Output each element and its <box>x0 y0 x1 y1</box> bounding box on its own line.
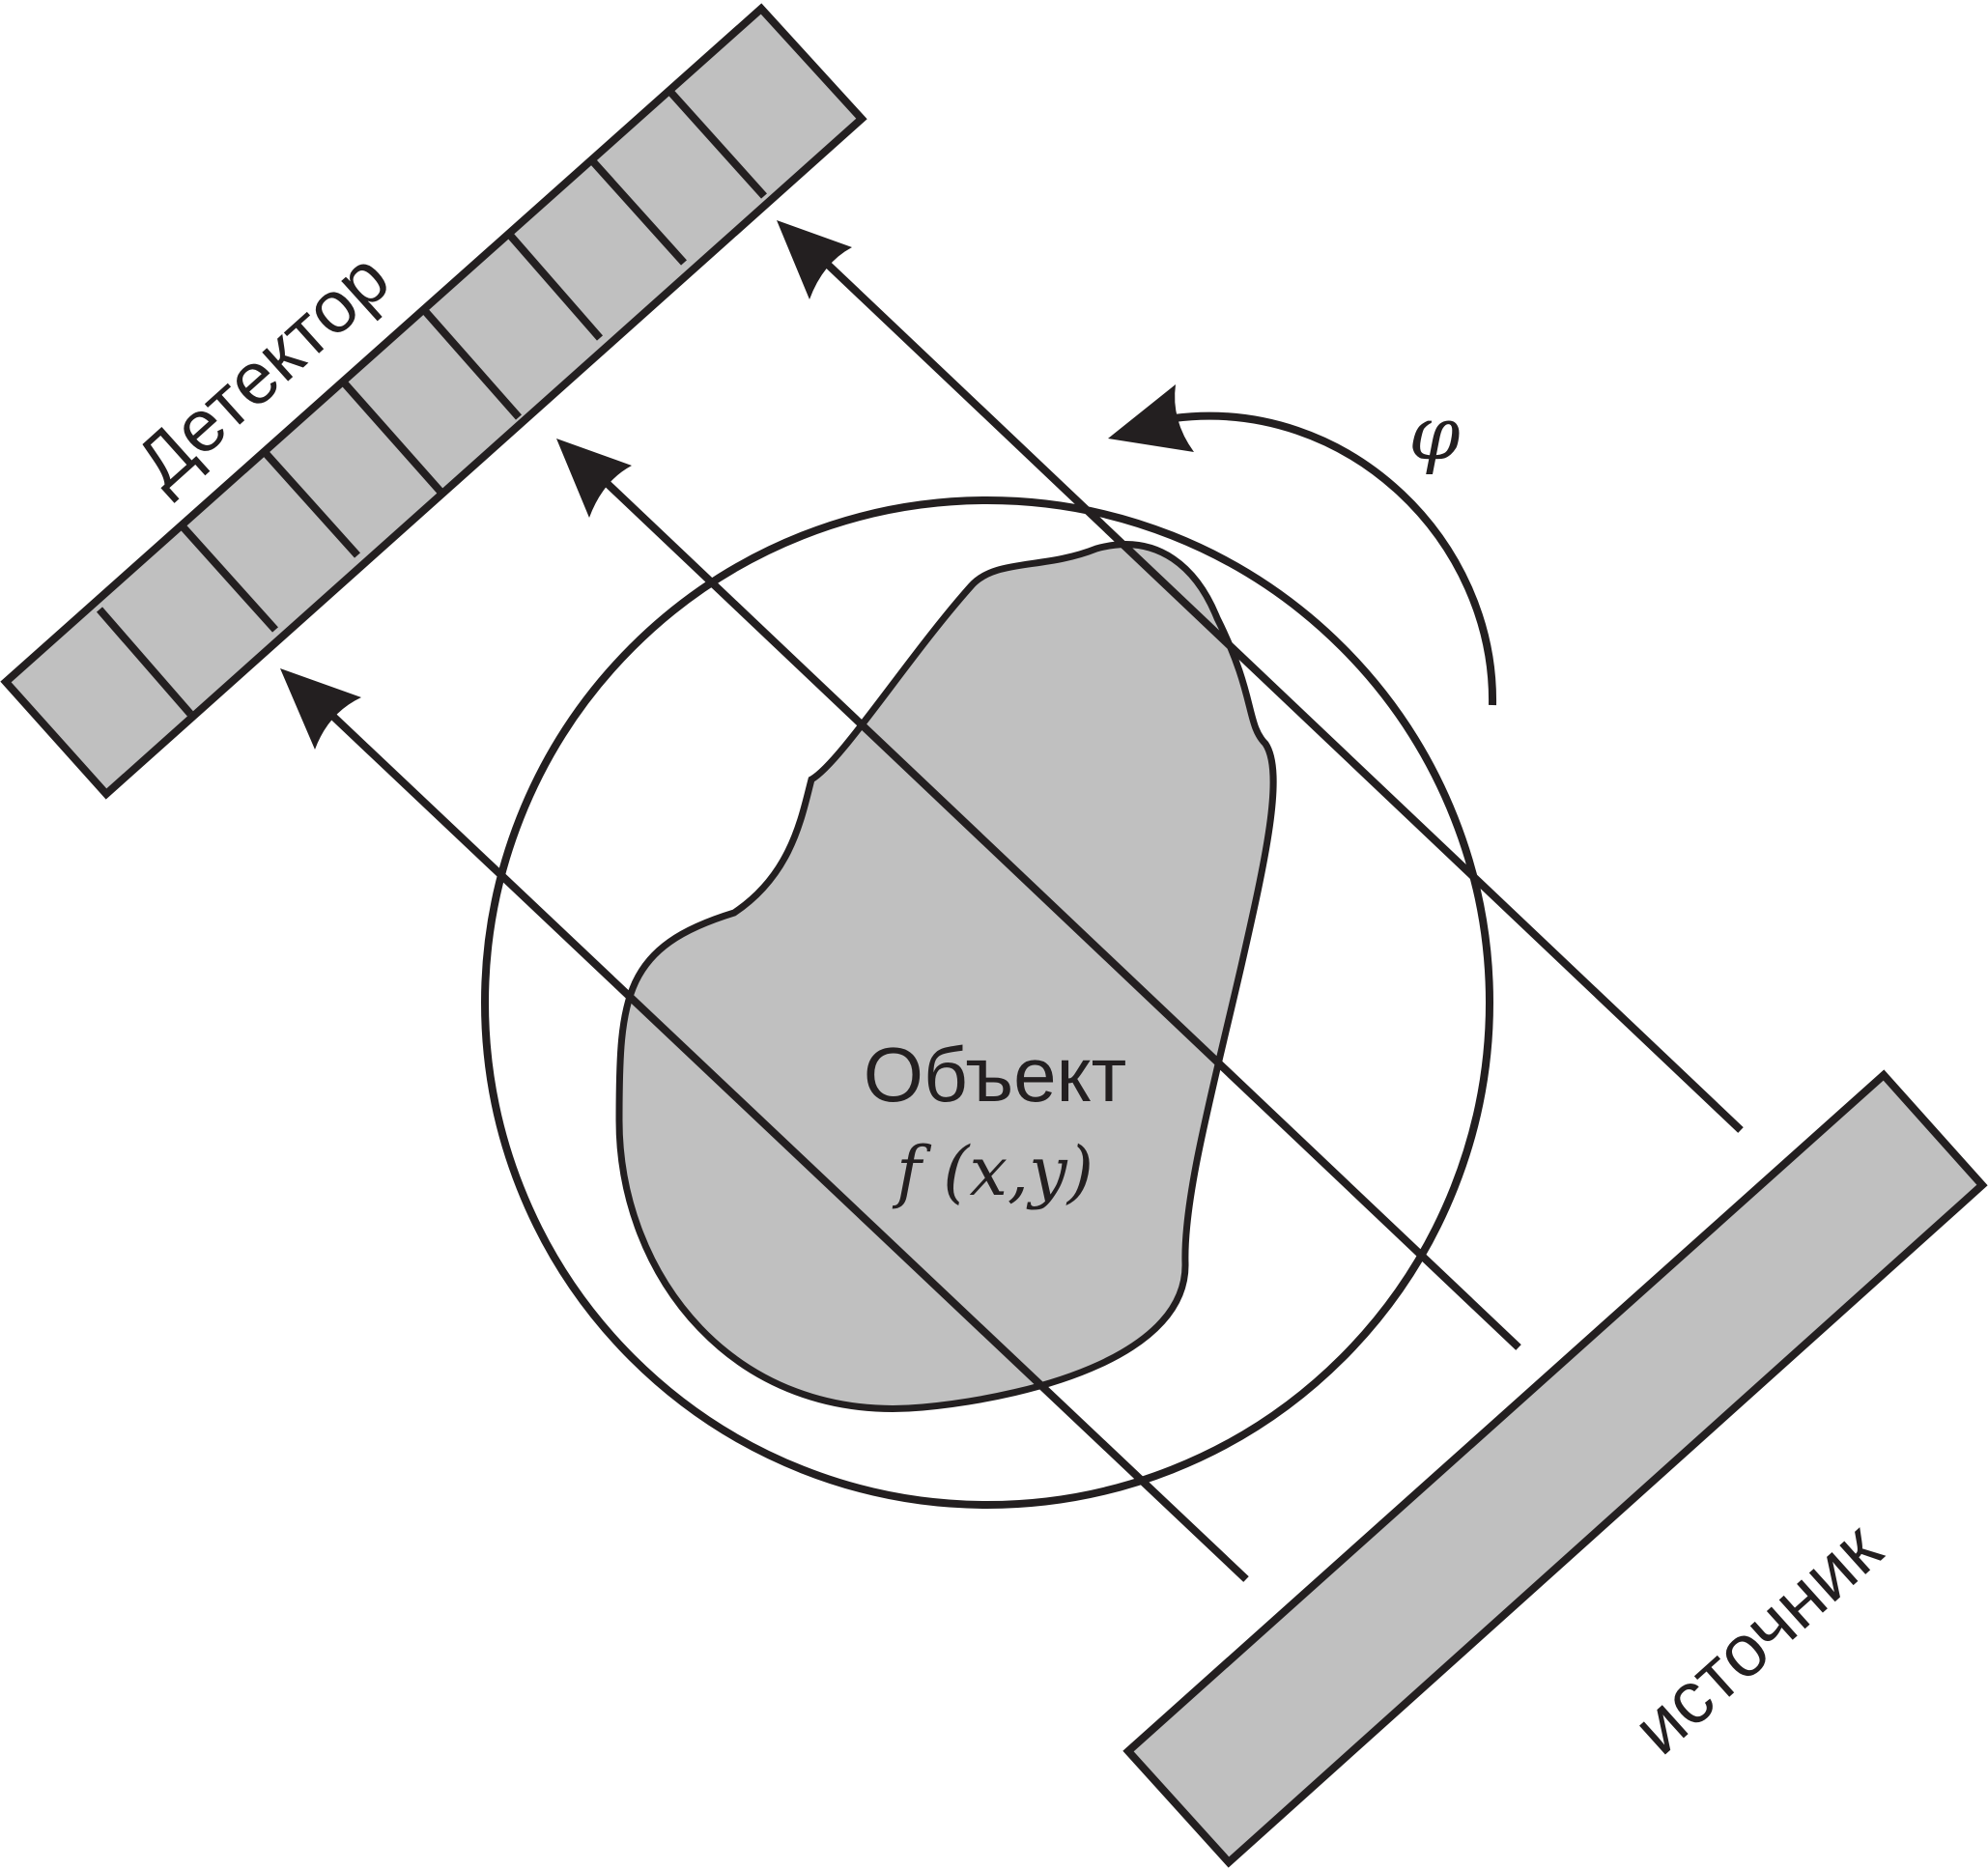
ray-line <box>326 709 1249 1582</box>
arrowhead-icon <box>280 668 361 750</box>
object-shape <box>615 541 1277 1412</box>
detector-cell-divider <box>179 523 278 633</box>
detector-cells <box>96 88 767 717</box>
detector-cell-divider <box>503 229 604 341</box>
rotation-arc <box>1173 411 1497 706</box>
rotation-indicator <box>1108 384 1497 706</box>
projection-rays <box>280 220 1744 1582</box>
detector-cell-divider <box>96 607 194 717</box>
angle-label: φ <box>1408 390 1460 476</box>
ray-line <box>823 260 1744 1133</box>
detector-bar <box>0 3 867 800</box>
detector-cell-divider <box>261 448 360 558</box>
function-label: f (x,y) <box>892 1132 1093 1211</box>
scan-circle <box>481 496 1493 1509</box>
detector-cell-divider <box>340 379 444 496</box>
detector-cell-divider <box>586 155 687 266</box>
source-label: источник <box>1617 1507 1896 1770</box>
detector <box>0 3 867 800</box>
arrowhead-icon <box>777 220 852 299</box>
arrowhead-icon <box>556 439 632 518</box>
object-label: Объект <box>864 1032 1126 1118</box>
detector-cell-divider <box>667 88 767 199</box>
source-bar <box>1122 1069 1988 1868</box>
ray-line <box>604 480 1521 1350</box>
detector-cell-divider <box>421 308 523 420</box>
rotation-arrowhead-icon <box>1108 384 1194 452</box>
